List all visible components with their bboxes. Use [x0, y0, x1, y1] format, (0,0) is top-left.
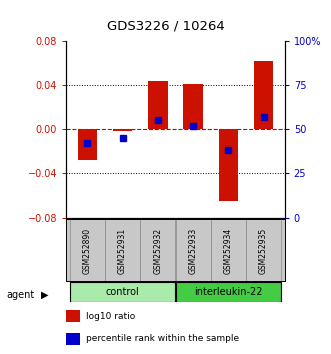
Text: percentile rank within the sample: percentile rank within the sample [85, 335, 239, 343]
Bar [140, 219, 175, 281]
Text: GDS3226 / 10264: GDS3226 / 10264 [107, 19, 224, 33]
Text: agent: agent [7, 290, 35, 299]
Bar [70, 282, 175, 302]
Bar [66, 310, 80, 322]
Bar [175, 219, 211, 281]
Text: GSM252931: GSM252931 [118, 227, 127, 274]
Text: GSM252934: GSM252934 [224, 227, 233, 274]
Text: ▶: ▶ [41, 290, 48, 299]
Bar [246, 219, 281, 281]
Text: control: control [106, 287, 139, 297]
Text: GSM252935: GSM252935 [259, 227, 268, 274]
Bar [211, 219, 246, 281]
Bar [105, 219, 140, 281]
Bar [113, 129, 132, 131]
Bar [78, 129, 97, 160]
Bar [66, 333, 80, 345]
Text: GSM252932: GSM252932 [153, 227, 162, 274]
Text: interleukin-22: interleukin-22 [194, 287, 262, 297]
Text: log10 ratio: log10 ratio [85, 312, 135, 321]
Text: GSM252933: GSM252933 [189, 227, 198, 274]
Bar [70, 219, 105, 281]
Text: GSM252890: GSM252890 [83, 227, 92, 274]
Bar [254, 61, 273, 129]
Bar [218, 129, 238, 201]
Bar [148, 80, 167, 129]
Bar [183, 84, 203, 129]
Bar [175, 282, 281, 302]
